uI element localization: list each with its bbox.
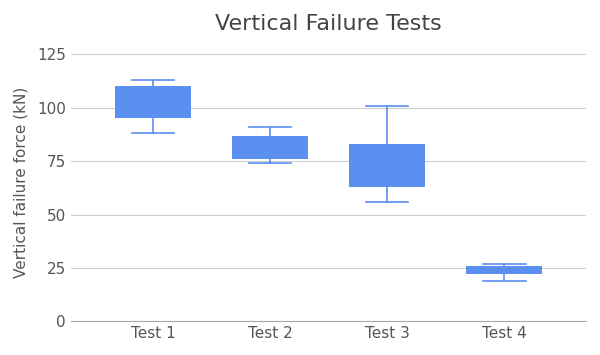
PathPatch shape [349,144,425,187]
Title: Vertical Failure Tests: Vertical Failure Tests [215,14,442,34]
PathPatch shape [466,266,542,274]
PathPatch shape [115,87,191,119]
Y-axis label: Vertical failure force (kN): Vertical failure force (kN) [14,87,29,278]
PathPatch shape [232,136,308,159]
